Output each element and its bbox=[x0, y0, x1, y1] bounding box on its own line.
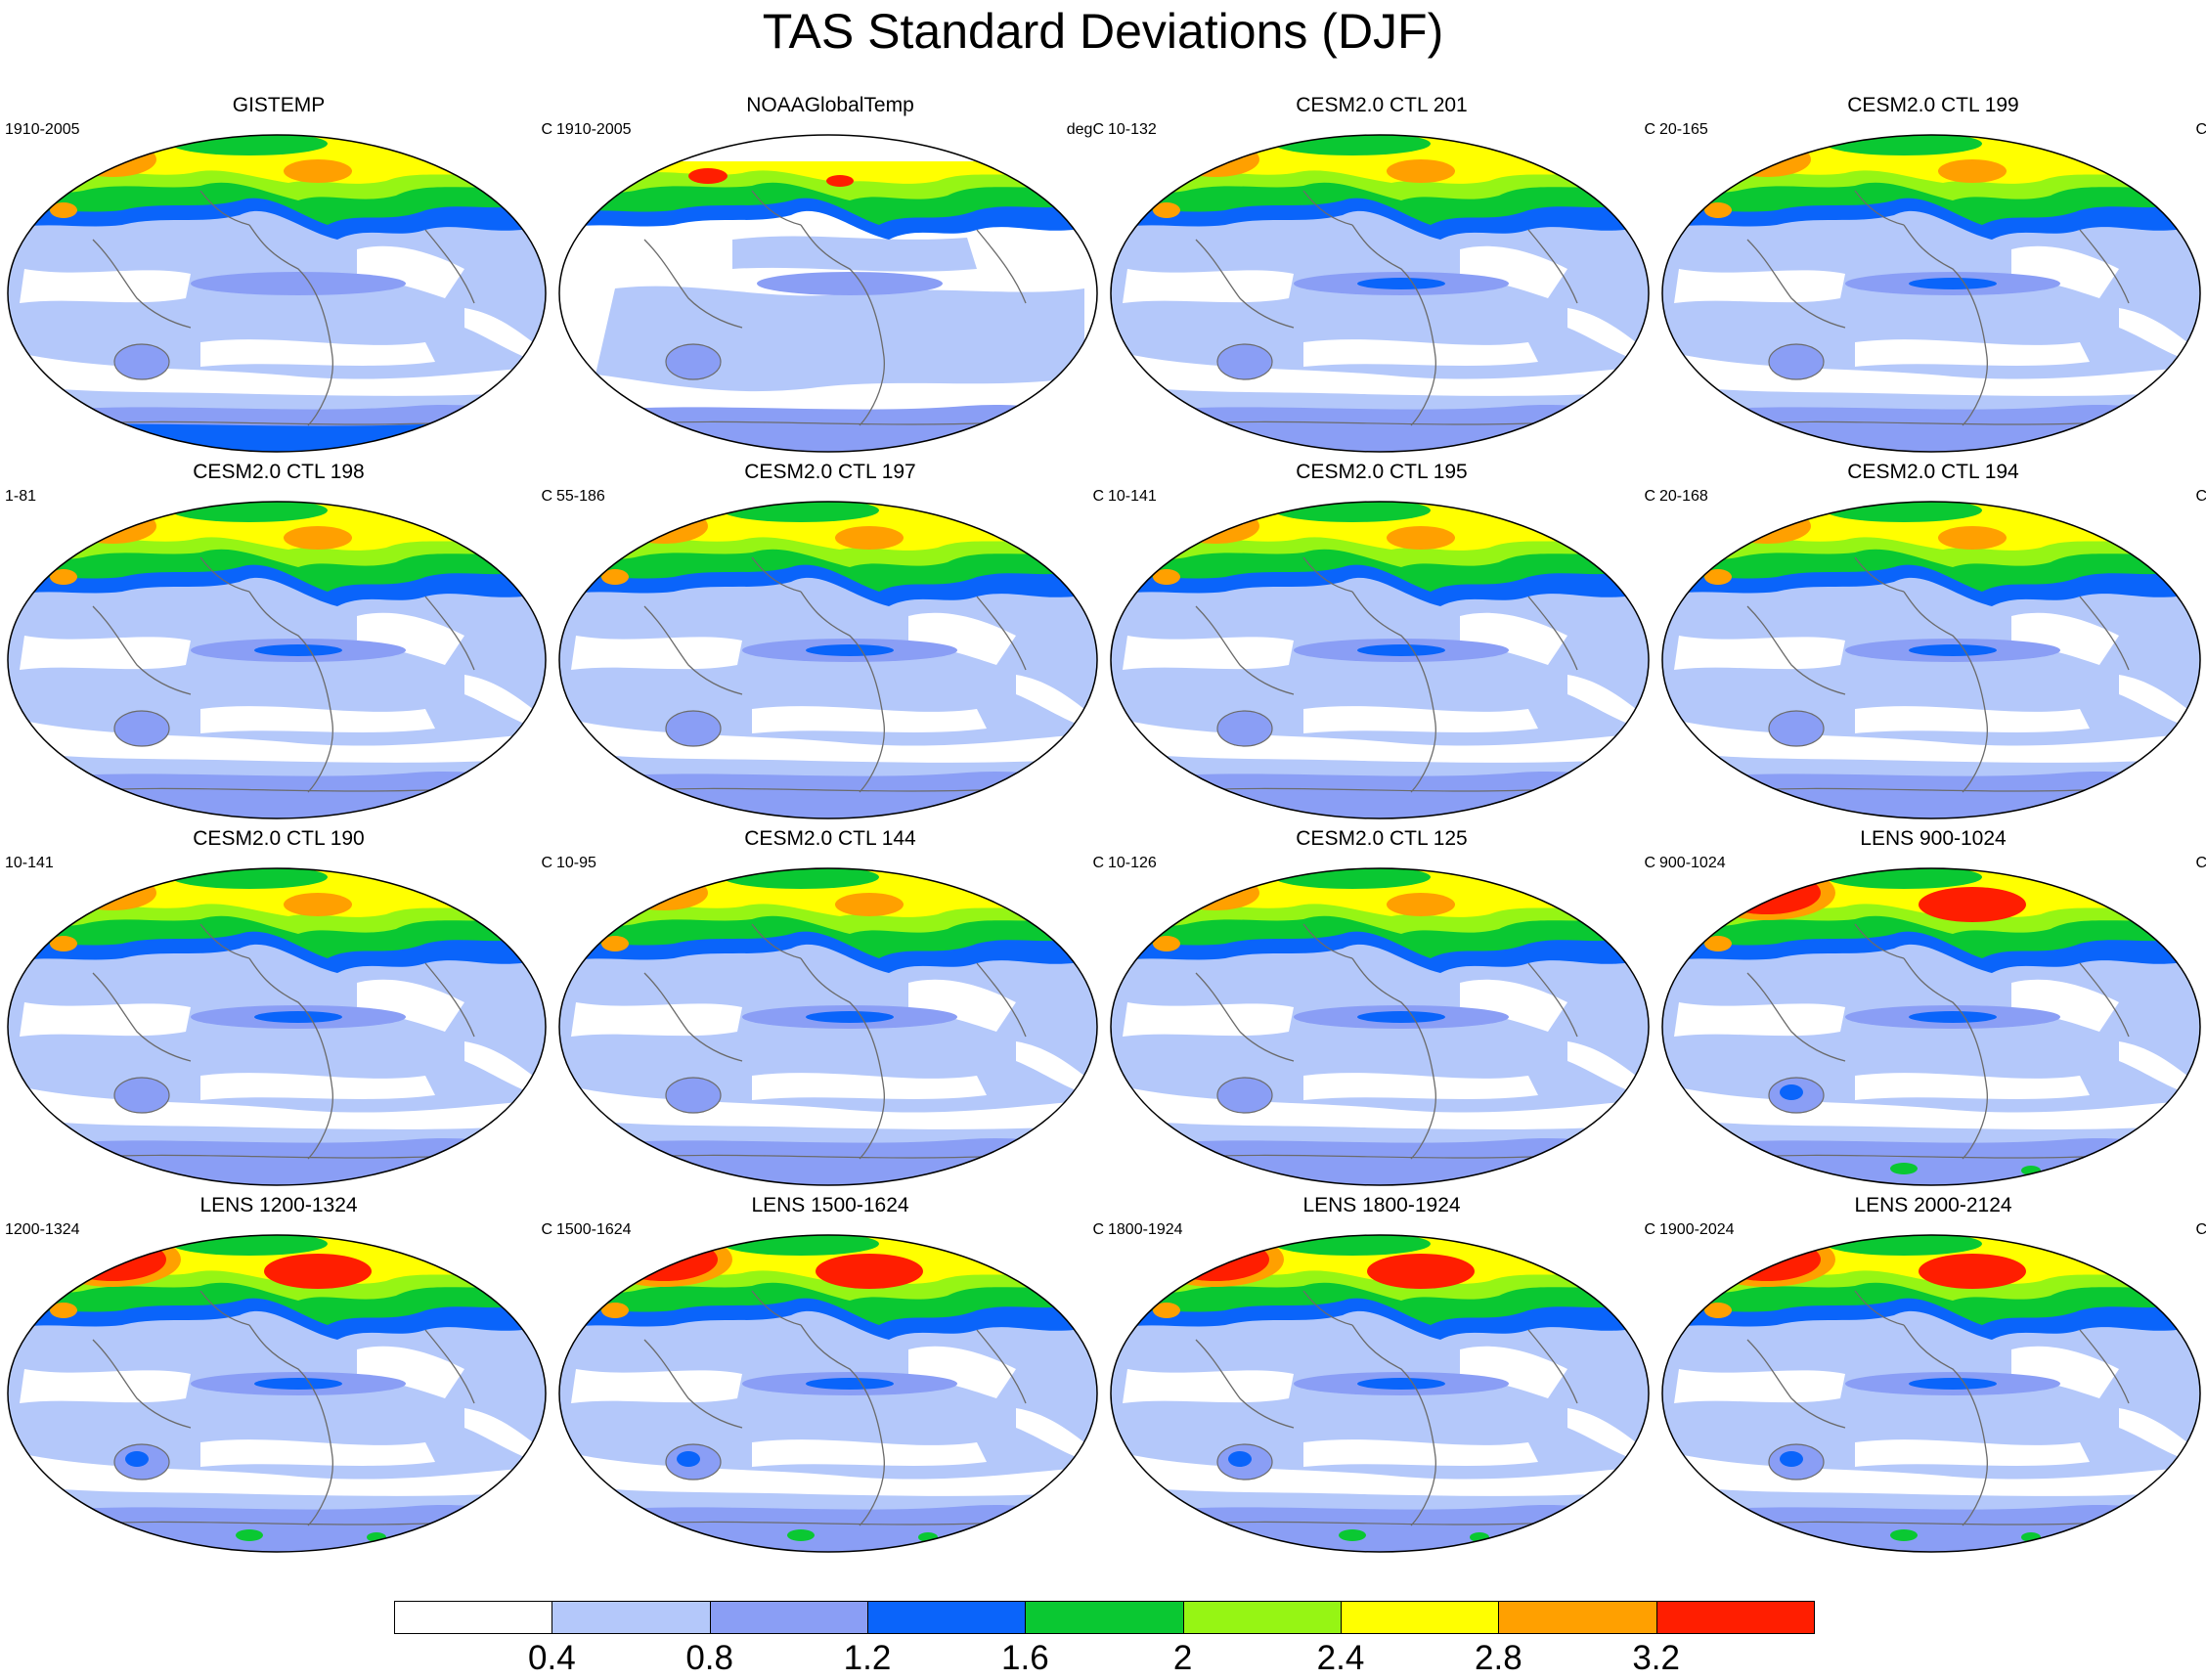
panel-units-label: C bbox=[2195, 488, 2206, 505]
panel-units-label: C bbox=[2195, 121, 2206, 138]
panel-period-label: 1800-1924 bbox=[1108, 1221, 1183, 1238]
panel-units-label: C bbox=[541, 488, 552, 505]
colorbar-tick-label: 0.8 bbox=[685, 1639, 733, 1677]
panel-units-label: C bbox=[2195, 1221, 2206, 1238]
panel-units-label: C bbox=[2195, 855, 2206, 871]
colorbar-swatch bbox=[867, 1601, 1027, 1634]
panel-period-label: 10-95 bbox=[556, 855, 596, 871]
colorbar-swatch bbox=[1341, 1601, 1500, 1634]
colorbar-swatch bbox=[1655, 1601, 1815, 1634]
colorbar bbox=[394, 1601, 1815, 1634]
panel-units-label: C bbox=[541, 855, 552, 871]
panel-title: CESM2.0 CTL 199 bbox=[1847, 94, 2019, 116]
panel-title: CESM2.0 CTL 144 bbox=[744, 827, 916, 850]
panel-title: CESM2.0 CTL 201 bbox=[1296, 94, 1468, 116]
colorbar-tick-label: 2.4 bbox=[1316, 1639, 1365, 1677]
colorbar-swatch bbox=[1025, 1601, 1184, 1634]
panel-units-label: C bbox=[1092, 1221, 1104, 1238]
map-panel: LENS 2000-2124 1900-2024 C bbox=[1659, 1193, 2206, 1584]
colorbar-swatch bbox=[552, 1601, 711, 1634]
colorbar-tick-label: 1.6 bbox=[1001, 1639, 1049, 1677]
map-panel: NOAAGlobalTemp 1910-2005 degC bbox=[556, 93, 1104, 484]
panel-period-label: 55-186 bbox=[556, 488, 605, 505]
map-panel: CESM2.0 CTL 144 10-95 C bbox=[556, 826, 1104, 1217]
colorbar-swatch bbox=[1182, 1601, 1342, 1634]
panel-title: CESM2.0 CTL 197 bbox=[744, 461, 916, 483]
panel-title: CESM2.0 CTL 198 bbox=[193, 461, 365, 483]
map-panel: CESM2.0 CTL 125 10-126 C bbox=[1108, 826, 1655, 1217]
map-panel: CESM2.0 CTL 198 1-81 C bbox=[5, 460, 552, 851]
map-panel: CESM2.0 CTL 197 55-186 C bbox=[556, 460, 1104, 851]
panel-period-label: 10-126 bbox=[1108, 855, 1157, 871]
panel-period-label: 1200-1324 bbox=[5, 1221, 80, 1238]
panel-title: LENS 2000-2124 bbox=[1854, 1194, 2012, 1216]
panel-period-label: 10-141 bbox=[5, 855, 54, 871]
panel-units-label: C bbox=[541, 1221, 552, 1238]
panel-units-label: C bbox=[1644, 855, 1655, 871]
colorbar-swatch bbox=[394, 1601, 553, 1634]
panel-title: NOAAGlobalTemp bbox=[746, 94, 914, 116]
panel-title: LENS 900-1024 bbox=[1860, 827, 2007, 850]
map-panel: CESM2.0 CTL 195 10-141 C bbox=[1108, 460, 1655, 851]
map-panel: LENS 900-1024 900-1024 C bbox=[1659, 826, 2206, 1217]
panel-units-label: C bbox=[1644, 1221, 1655, 1238]
panel-units-label: C bbox=[1644, 121, 1655, 138]
colorbar-tick-label: 3.2 bbox=[1632, 1639, 1680, 1677]
panel-period-label: 1-81 bbox=[5, 488, 37, 505]
panel-period-label: 900-1024 bbox=[1659, 855, 1726, 871]
panel-title: GISTEMP bbox=[232, 94, 326, 116]
colorbar-swatch bbox=[709, 1601, 868, 1634]
map-panel: CESM2.0 CTL 194 20-168 C bbox=[1659, 460, 2206, 851]
panel-units-label: degC bbox=[1066, 121, 1104, 138]
colorbar-tick-label: 1.2 bbox=[843, 1639, 892, 1677]
panel-title: LENS 1800-1924 bbox=[1302, 1194, 1461, 1216]
map-panel: CESM2.0 CTL 201 10-132 C bbox=[1108, 93, 1655, 484]
map-panel: CESM2.0 CTL 199 20-165 C bbox=[1659, 93, 2206, 484]
panel-title: CESM2.0 CTL 195 bbox=[1296, 461, 1468, 483]
panel-period-label: 20-168 bbox=[1659, 488, 1708, 505]
panel-period-label: 1500-1624 bbox=[556, 1221, 632, 1238]
panel-title: CESM2.0 CTL 125 bbox=[1296, 827, 1468, 850]
panel-units-label: C bbox=[541, 121, 552, 138]
colorbar-tick-label: 2 bbox=[1172, 1639, 1193, 1677]
panel-period-label: 1910-2005 bbox=[5, 121, 80, 138]
map-panel: GISTEMP 1910-2005 C bbox=[5, 93, 552, 484]
panel-units-label: C bbox=[1644, 488, 1655, 505]
panel-units-label: C bbox=[1092, 488, 1104, 505]
panel-title: LENS 1200-1324 bbox=[199, 1194, 358, 1216]
colorbar-tick-label: 2.8 bbox=[1475, 1639, 1522, 1677]
panel-title: CESM2.0 CTL 194 bbox=[1847, 461, 2019, 483]
panel-period-label: 10-141 bbox=[1108, 488, 1157, 505]
panel-period-label: 1900-2024 bbox=[1659, 1221, 1735, 1238]
map-panel: LENS 1800-1924 1800-1924 C bbox=[1108, 1193, 1655, 1584]
panel-period-label: 20-165 bbox=[1659, 121, 1708, 138]
colorbar-swatch bbox=[1498, 1601, 1657, 1634]
panel-title: CESM2.0 CTL 190 bbox=[193, 827, 365, 850]
panel-period-label: 10-132 bbox=[1108, 121, 1157, 138]
map-panel: LENS 1500-1624 1500-1624 C bbox=[556, 1193, 1104, 1584]
panel-units-label: C bbox=[1092, 855, 1104, 871]
panel-title: LENS 1500-1624 bbox=[751, 1194, 909, 1216]
page-title: TAS Standard Deviations (DJF) bbox=[762, 4, 1444, 59]
map-panel: CESM2.0 CTL 190 10-141 C bbox=[5, 826, 552, 1217]
map-panel: LENS 1200-1324 1200-1324 C bbox=[5, 1193, 552, 1584]
panel-period-label: 1910-2005 bbox=[556, 121, 632, 138]
colorbar-tick-label: 0.4 bbox=[528, 1639, 576, 1677]
